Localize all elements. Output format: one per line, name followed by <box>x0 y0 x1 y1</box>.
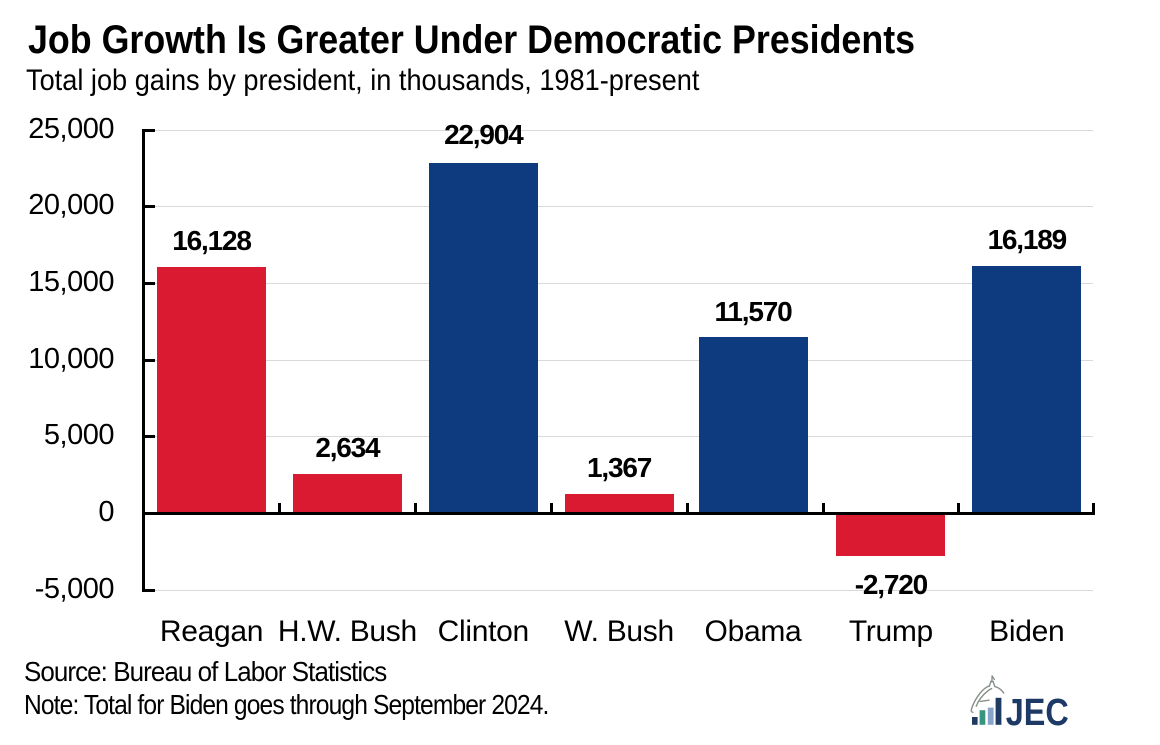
svg-text:JEC: JEC <box>1006 692 1069 734</box>
